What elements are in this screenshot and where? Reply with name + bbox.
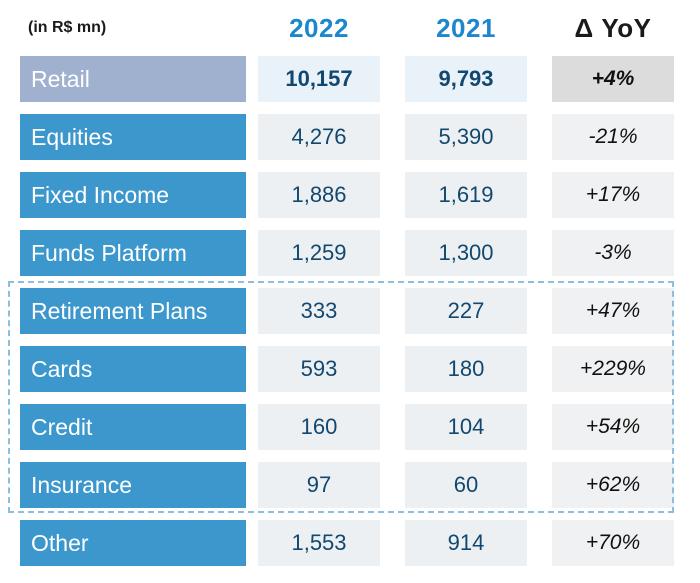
table-row: Funds Platform 1,259 1,300 -3% [20, 230, 700, 276]
delta-yoy: +229% [552, 346, 674, 392]
delta-yoy: +62% [552, 462, 674, 508]
table-row: Fixed Income 1,886 1,619 +17% [20, 172, 700, 218]
row-label: Equities [20, 114, 246, 160]
value-2021: 5,390 [405, 114, 527, 160]
value-2022: 10,157 [258, 56, 380, 102]
delta-yoy: +4% [552, 56, 674, 102]
row-label: Credit [20, 404, 246, 450]
table-row: Cards 593 180 +229% [20, 346, 700, 392]
value-2021: 227 [405, 288, 527, 334]
value-2022: 333 [258, 288, 380, 334]
unit-label: (in R$ mn) [28, 19, 107, 36]
table-header-row: (in R$ mn) 2022 2021 Δ YoY [20, 0, 700, 56]
column-header-2022: 2022 [289, 12, 349, 43]
column-header-delta-yoy: Δ YoY [574, 12, 652, 43]
table-row: Other 1,553 914 +70% [20, 520, 700, 566]
table-row: Retirement Plans 333 227 +47% [20, 288, 700, 334]
table-row: Equities 4,276 5,390 -21% [20, 114, 700, 160]
value-2021: 1,300 [405, 230, 527, 276]
value-2022: 160 [258, 404, 380, 450]
row-label: Funds Platform [20, 230, 246, 276]
value-2021: 914 [405, 520, 527, 566]
value-2021: 1,619 [405, 172, 527, 218]
delta-yoy: +17% [552, 172, 674, 218]
delta-yoy: -21% [552, 114, 674, 160]
row-label: Insurance [20, 462, 246, 508]
value-2022: 1,553 [258, 520, 380, 566]
delta-yoy: +70% [552, 520, 674, 566]
value-2022: 1,886 [258, 172, 380, 218]
delta-yoy: -3% [552, 230, 674, 276]
table-row: Credit 160 104 +54% [20, 404, 700, 450]
row-label: Fixed Income [20, 172, 246, 218]
delta-yoy: +54% [552, 404, 674, 450]
row-label: Cards [20, 346, 246, 392]
value-2021: 104 [405, 404, 527, 450]
value-2022: 1,259 [258, 230, 380, 276]
table-row: Retail 10,157 9,793 +4% [20, 56, 700, 102]
value-2021: 9,793 [405, 56, 527, 102]
value-2022: 4,276 [258, 114, 380, 160]
value-2021: 60 [405, 462, 527, 508]
delta-yoy: +47% [552, 288, 674, 334]
row-label: Retail [20, 56, 246, 102]
value-2022: 97 [258, 462, 380, 508]
column-header-2021: 2021 [436, 12, 496, 43]
value-2021: 180 [405, 346, 527, 392]
value-2022: 593 [258, 346, 380, 392]
table-body: Retail 10,157 9,793 +4% Equities 4,276 5… [0, 56, 700, 566]
row-label: Other [20, 520, 246, 566]
table-row: Insurance 97 60 +62% [20, 462, 700, 508]
row-label: Retirement Plans [20, 288, 246, 334]
